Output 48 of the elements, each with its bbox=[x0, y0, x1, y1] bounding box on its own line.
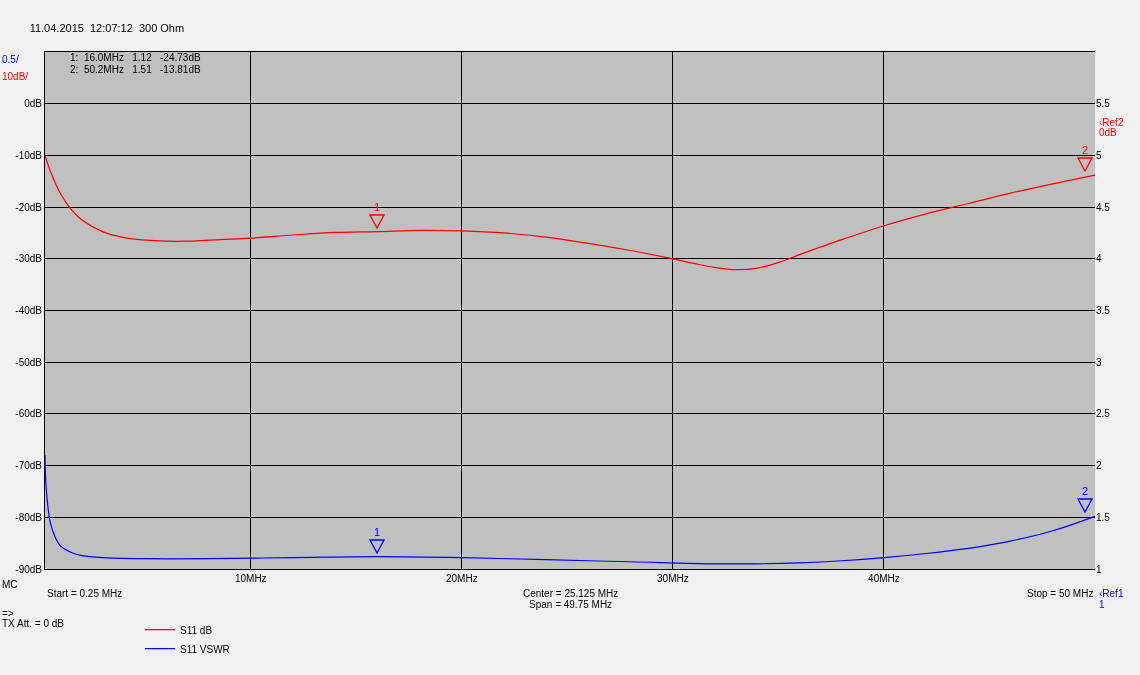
annotation: 1 bbox=[374, 201, 381, 213]
y2-tick-label: 5 bbox=[1096, 149, 1102, 161]
y2-tick-label: 5.5 bbox=[1096, 98, 1111, 110]
y-tick-label: -50dB bbox=[15, 356, 43, 368]
y-tick-label: -80dB bbox=[15, 511, 43, 523]
x-tick-label: 10MHz bbox=[234, 573, 267, 584]
text: 10dB/ bbox=[2, 71, 29, 82]
y-tick-label: 0dB bbox=[24, 98, 43, 110]
y-tick-label: -60dB bbox=[15, 408, 43, 420]
annotation: 1: 16.0MHz 1.12 -24.73dB bbox=[70, 52, 201, 63]
y-tick-label: -70dB bbox=[15, 460, 43, 472]
y2-tick-label: 4 bbox=[1096, 253, 1102, 265]
y2-tick-label: 4.5 bbox=[1096, 201, 1111, 213]
y-tick-label: -30dB bbox=[15, 253, 43, 265]
y2-tick-label: 2 bbox=[1096, 460, 1102, 472]
line-series bbox=[45, 154, 1095, 271]
chart-title: 11.04.2015 12:07:12 300 Ohm bbox=[29, 21, 185, 34]
text: Stop = 50 MHz bbox=[1027, 588, 1094, 599]
y-tick-label: -40dB bbox=[15, 305, 43, 316]
text: TX Att. = 0 dB bbox=[2, 618, 65, 629]
y-tick-label: -90dB bbox=[15, 563, 43, 575]
text: Span = 49.75 MHz bbox=[529, 599, 613, 610]
y-tick-label: -10dB bbox=[15, 149, 43, 161]
annotation: 2: 50.2MHz 1.51 -13.81dB bbox=[70, 64, 201, 75]
text: ‹Ref1 bbox=[1099, 588, 1124, 599]
annotation: 2 bbox=[1082, 485, 1089, 497]
y2-tick-label: 2.5 bbox=[1096, 408, 1111, 420]
annotation: 2 bbox=[1082, 144, 1089, 156]
text: Start = 0.25 MHz bbox=[47, 588, 123, 599]
x-tick-label: 30MHz bbox=[657, 573, 689, 584]
x-tick-label: 40MHz bbox=[868, 573, 900, 584]
text: 1 bbox=[1099, 599, 1105, 610]
text: MC bbox=[2, 579, 18, 590]
legend-label: S11 dB bbox=[180, 624, 213, 636]
text: Center = 25.125 MHz bbox=[523, 588, 619, 599]
text: => bbox=[2, 608, 14, 619]
text: 0dB bbox=[1099, 127, 1118, 138]
y2-tick-label: 3 bbox=[1096, 356, 1102, 368]
text: 0.5/ bbox=[2, 54, 19, 65]
x-tick-label: 20MHz bbox=[445, 573, 478, 584]
y2-tick-label: 1.5 bbox=[1096, 511, 1111, 523]
annotation: 1 bbox=[374, 526, 381, 538]
y-tick-label: -20dB bbox=[15, 201, 43, 213]
y2-tick-label: 3.5 bbox=[1096, 305, 1111, 316]
line-series bbox=[45, 454, 1095, 565]
y2-tick-label: 1 bbox=[1096, 563, 1102, 575]
legend-label: S11 VSWR bbox=[180, 643, 230, 655]
text: ‹Ref2 bbox=[1099, 117, 1124, 128]
